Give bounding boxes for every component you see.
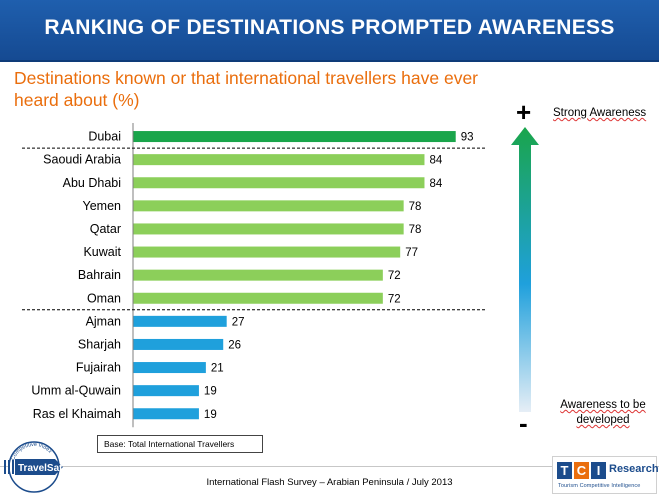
bar (133, 362, 206, 374)
bar (133, 338, 224, 350)
bar (133, 200, 404, 212)
awareness-arrow-icon (511, 127, 539, 412)
category-label: Ajman (86, 314, 121, 328)
tci-research-text: Research (609, 463, 659, 475)
category-label: Ras el Khaimah (33, 407, 121, 421)
plus-sign: + (516, 97, 532, 127)
category-label: Bahrain (78, 268, 121, 282)
footer-divider (0, 466, 659, 467)
tci-letter-i: I (591, 462, 606, 479)
value-label: 77 (405, 247, 418, 259)
bar (133, 269, 383, 281)
footer-text: International Flash Survey – Arabian Pen… (206, 477, 453, 488)
value-label: 78 (409, 224, 422, 236)
chart-subtitle: Destinations known or that international… (14, 68, 478, 110)
bar (133, 315, 227, 327)
page-title: RANKING OF DESTINATIONS PROMPTED AWARENE… (44, 16, 615, 39)
bar (133, 385, 199, 397)
category-label: Kuwait (83, 245, 121, 259)
weak-awareness-line1: Awareness to be (560, 399, 646, 411)
value-label: 19 (204, 386, 217, 398)
weak-awareness-line2: developed (576, 414, 630, 426)
travelsat-logo: Competitive Index TravelSat (4, 441, 63, 493)
bar-chart: Dubai 93 Saoudi Arabia 84 Abu Dhabi 84 Yemen 78… (22, 123, 486, 428)
bar (133, 408, 199, 420)
tci-letter-t: T (557, 462, 572, 479)
value-label: 78 (409, 201, 422, 213)
minus-sign: - (519, 408, 528, 438)
value-label: 84 (429, 178, 442, 190)
strong-awareness-label: Strong Awareness (553, 107, 647, 119)
category-label: Yemen (83, 199, 122, 213)
travelsat-brand: TravelSat (18, 463, 63, 474)
bar (133, 177, 425, 189)
category-label: Fujairah (76, 361, 121, 375)
title-banner: RANKING OF DESTINATIONS PROMPTED AWARENE… (0, 0, 659, 62)
value-label: 27 (232, 316, 245, 328)
tci-research-logo: T C I Research Tourism Competitive Intel… (552, 456, 659, 494)
value-label: 72 (388, 270, 401, 282)
weak-awareness-label: Awareness to be developed (548, 398, 658, 428)
value-label: 93 (461, 132, 474, 144)
value-label: 26 (228, 339, 241, 351)
category-label: Qatar (90, 222, 121, 236)
value-label: 84 (429, 155, 442, 167)
value-label: 72 (388, 293, 401, 305)
category-label: Umm al-Quwain (31, 384, 121, 398)
category-label: Oman (87, 291, 121, 305)
bar (133, 131, 456, 143)
tci-tagline: Tourism Competitive Intelligence (558, 483, 641, 489)
base-note: Base: Total International Travellers (97, 435, 263, 453)
category-label: Saoudi Arabia (43, 153, 121, 167)
bar (133, 246, 401, 258)
category-label: Dubai (88, 130, 121, 144)
tci-letter-c: C (574, 462, 589, 479)
bar (133, 223, 404, 235)
bar (133, 292, 383, 304)
value-label: 21 (211, 363, 224, 375)
category-label: Sharjah (78, 337, 121, 351)
bar (133, 154, 425, 166)
category-label: Abu Dhabi (63, 176, 121, 190)
value-label: 19 (204, 409, 217, 421)
